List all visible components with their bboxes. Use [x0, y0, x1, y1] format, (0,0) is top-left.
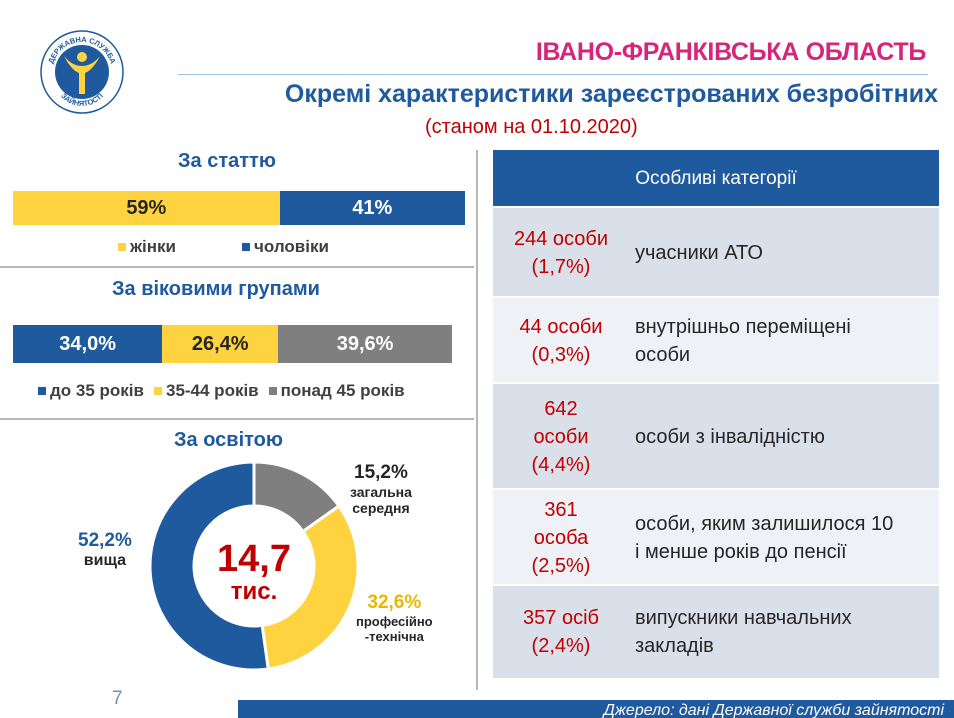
category-row: 44 особи (0,3%) внутрішньо переміщені особи	[493, 296, 939, 384]
employment-service-logo: ДЕРЖАВНА СЛУЖБА ЗАЙНЯТОСТІ	[40, 30, 124, 114]
age-bar-over-45: 39,6%	[278, 325, 452, 363]
category-name-line: особи	[635, 344, 691, 366]
education-donut-chart: 14,7 тис.	[149, 461, 359, 671]
page-subtitle: (станом на 01.10.2020)	[425, 116, 638, 138]
category-row: 244 особи (1,7%) учасники АТО	[493, 206, 939, 298]
legend-women-label: жінки	[130, 237, 177, 256]
legend-men-square-icon	[242, 243, 251, 251]
gender-bar-men: 41%	[279, 191, 465, 225]
category-name-line: внутрішньо переміщені	[635, 316, 851, 338]
category-name: особи, яким залишилося 10 і менше років д…	[629, 510, 939, 566]
category-row: 361 особа (2,5%) особи, яким залишилося 10 і…	[493, 488, 939, 586]
category-count-line: (1,7%)	[531, 256, 591, 278]
title-divider	[178, 74, 928, 75]
education-general-name-1: загальна	[350, 484, 412, 500]
legend-men-label: чоловіки	[254, 237, 329, 256]
legend-women-square-icon	[118, 243, 126, 251]
category-count-line: 361	[544, 499, 578, 521]
education-general-value: 15,2%	[354, 462, 408, 483]
category-count-line: особи	[533, 426, 589, 448]
legend-over-45-square-icon	[268, 387, 277, 395]
categories-table-header: Особливі категорії	[493, 150, 939, 208]
category-count-line: (2,4%)	[531, 635, 591, 657]
education-vocational-value: 32,6%	[367, 592, 422, 613]
section-divider	[0, 266, 474, 268]
category-name-line: закладів	[635, 635, 714, 657]
education-higher-name: вища	[83, 552, 127, 569]
age-bar: 34,0% 26,4% 39,6%	[13, 325, 452, 363]
legend-over-45-label: понад 45 років	[280, 381, 405, 400]
category-name: внутрішньо переміщені особи	[629, 313, 939, 369]
age-under-35-value: 34,0%	[59, 332, 116, 355]
education-vocational-name-2: -технічна	[364, 629, 424, 644]
legend-item-under-35: до 35 років	[38, 381, 144, 401]
category-count: 361 особа (2,5%)	[493, 496, 629, 580]
legend-item-men: чоловіки	[242, 237, 329, 257]
age-bar-35-44: 26,4%	[162, 325, 279, 363]
category-count-line: (0,3%)	[531, 344, 591, 366]
gender-bar: 59% 41%	[13, 191, 465, 225]
category-count-line: 642	[544, 398, 578, 420]
vertical-divider	[476, 150, 478, 690]
category-name-line: особи, яким залишилося 10	[635, 513, 894, 535]
region-title: ІВАНО-ФРАНКІВСЬКА ОБЛАСТЬ	[535, 38, 926, 66]
education-label-vocational: 32,6% професійно -технічна	[356, 592, 433, 644]
section-divider	[0, 418, 474, 420]
category-count-line: (4,4%)	[531, 454, 591, 476]
category-count: 44 особи (0,3%)	[493, 313, 629, 369]
age-section-title: За віковими групами	[112, 278, 320, 300]
category-name-line: особи з інвалідністю	[635, 426, 825, 448]
gender-legend: жінки чоловіки	[118, 237, 329, 257]
category-count-line: 357 осіб	[523, 607, 599, 629]
category-name-line: учасники АТО	[635, 242, 763, 264]
age-over-45-value: 39,6%	[336, 332, 394, 355]
legend-item-35-44: 35-44 років	[153, 381, 259, 401]
donut-slice-higher	[149, 461, 271, 671]
donut-center-value: 14,7	[217, 538, 291, 580]
age-legend: до 35 років 35-44 років понад 45 років	[38, 381, 405, 401]
legend-under-35-label: до 35 років	[50, 381, 144, 400]
category-name: випускники навчальних закладів	[629, 604, 939, 660]
legend-35-44-square-icon	[153, 387, 162, 395]
education-label-higher: 52,2% вища	[78, 530, 132, 570]
category-count: 642 особи (4,4%)	[493, 395, 629, 479]
gender-women-value: 59%	[126, 196, 167, 219]
donut-slice-general	[252, 461, 341, 534]
category-name: учасники АТО	[629, 239, 939, 267]
category-count-line: (2,5%)	[531, 555, 591, 577]
age-bar-under-35: 34,0%	[13, 325, 163, 363]
legend-35-44-label: 35-44 років	[165, 381, 259, 400]
category-row: 357 осіб (2,4%) випускники навчальних закла…	[493, 584, 939, 678]
category-count-line: 244 особи	[513, 228, 609, 250]
category-count: 244 особи (1,7%)	[493, 225, 629, 281]
education-general-name-2: середня	[352, 500, 410, 516]
category-count-line: 44 особи	[519, 316, 603, 338]
page-title: Окремі характеристики зареєстрованих без…	[284, 80, 938, 108]
category-count: 357 осіб (2,4%)	[493, 604, 629, 660]
category-name-line: випускники навчальних	[635, 607, 852, 629]
gender-section-title: За статтю	[178, 150, 276, 172]
education-higher-value: 52,2%	[78, 530, 132, 551]
age-35-44-value: 26,4%	[191, 332, 249, 355]
category-row: 642 особи (4,4%) особи з інвалідністю	[493, 382, 939, 490]
legend-item-over-45: понад 45 років	[268, 381, 405, 401]
source-note: Джерело: дані Державної служби зайнятост…	[238, 700, 954, 718]
category-count-line: особа	[533, 527, 589, 549]
education-section-title: За освітою	[174, 429, 283, 451]
page-number: 7	[112, 688, 123, 709]
legend-item-women: жінки	[118, 237, 176, 257]
legend-under-35-square-icon	[38, 387, 46, 395]
gender-bar-women: 59%	[13, 191, 280, 225]
gender-men-value: 41%	[352, 196, 393, 219]
category-name-line: і менше років до пенсії	[635, 541, 847, 563]
donut-slice-vocational	[260, 503, 359, 671]
donut-center-unit: тис.	[231, 578, 278, 605]
education-label-general: 15,2% загальна середня	[350, 462, 412, 516]
category-name: особи з інвалідністю	[629, 423, 939, 451]
education-vocational-name-1: професійно	[356, 614, 433, 629]
